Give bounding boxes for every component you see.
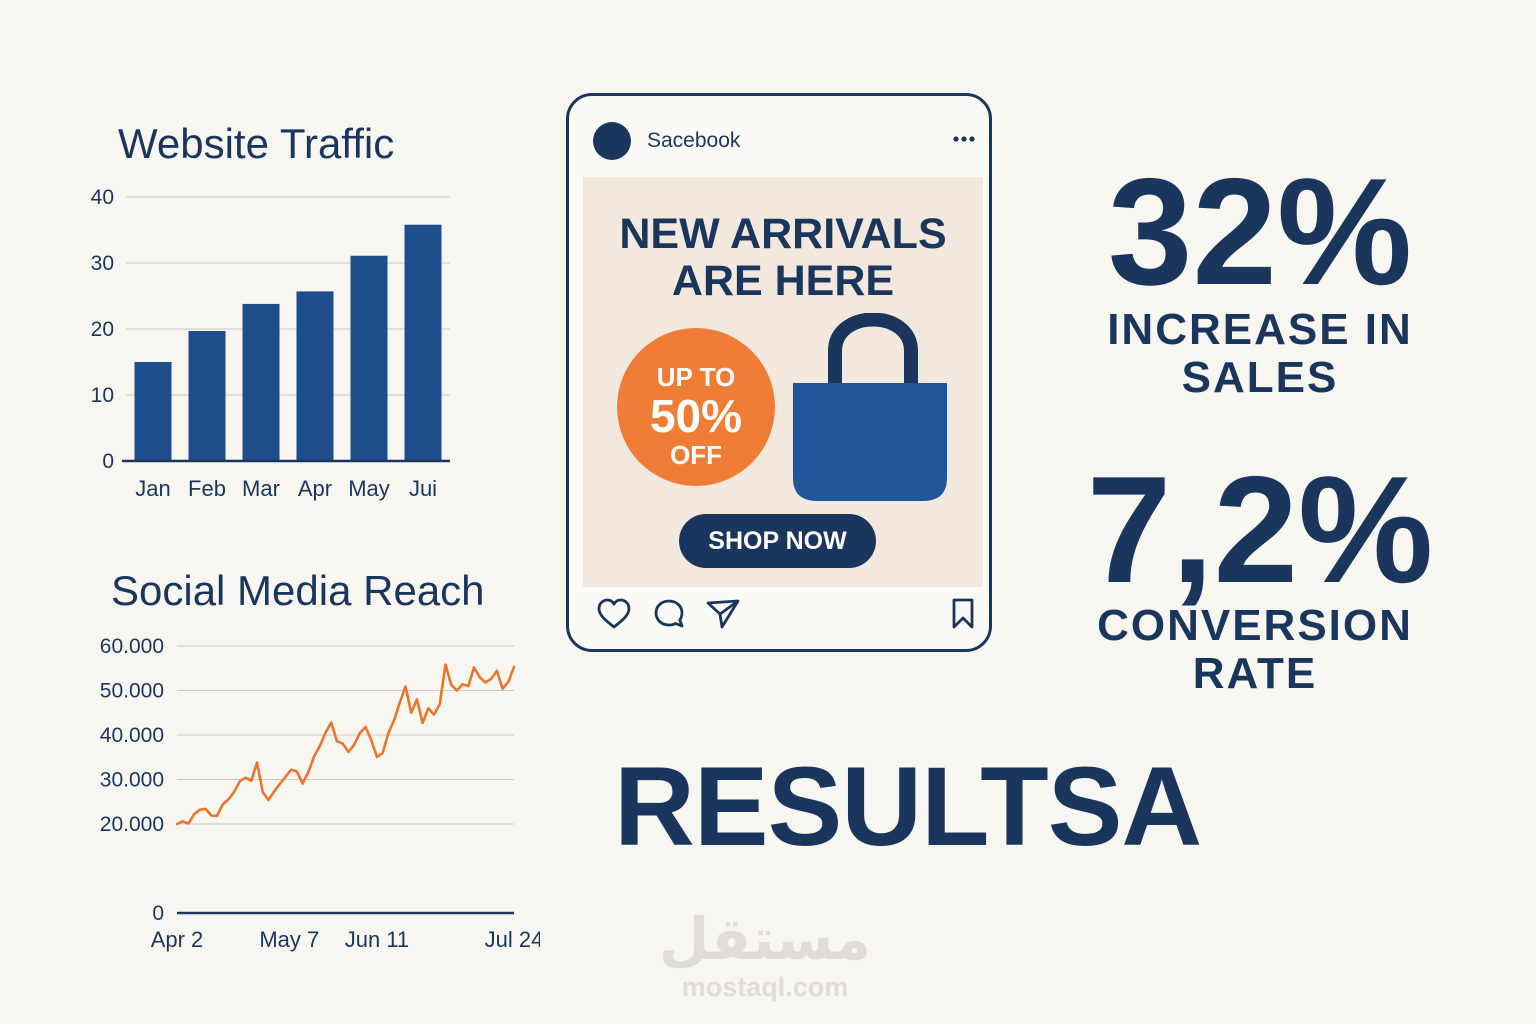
sales-increase-label: INCREASE IN SALES [1080,306,1440,402]
website-traffic-title: Website Traffic [118,120,395,167]
conversion-rate-value: 7,2% [1086,445,1434,615]
line-y-tick-label: 30.000 [100,769,164,792]
bar-jui [404,224,442,461]
bar-y-tick-label: 10 [91,384,114,407]
line-y-tick-label: 50.000 [100,680,164,703]
discount-percent: 50% [649,390,743,442]
bar-apr [296,291,334,461]
bar-x-tick-label: Jui [409,476,437,501]
bar-mar [242,303,280,461]
tote-bag-icon [793,313,947,501]
bar-jan [134,362,172,461]
discount-badge: UP TO 50% OFF [617,328,775,486]
social-media-reach-line-chart: 0 20.000 30.000 40.000 50.000 60.000 Apr 2 May … [100,635,540,952]
social-post-card: Sacebook NEW ARRIVALS ARE HERE UP TO 50%… [566,93,992,652]
line-y-tick-label: 0 [152,902,164,925]
line-x-tick-label: Jun 11 [345,927,409,952]
bookmark-icon[interactable] [945,596,981,632]
discount-line3: OFF [670,440,722,470]
website-traffic-bar-chart: 0 10 20 30 40 Jan Feb Mar Apr May Jui [91,186,450,501]
bar-x-tick-label: May [348,476,390,501]
bar-y-tick-label: 40 [91,186,114,209]
watermark-arabic: مستقل [658,907,872,972]
social-media-reach-title: Social Media Reach [111,567,485,614]
ad-creative[interactable]: NEW ARRIVALS ARE HERE UP TO 50% OFF SHOP… [583,177,983,587]
bar-y-tick-label: 30 [91,252,114,275]
reach-series-line [175,663,516,826]
line-y-tick-label: 60.000 [100,635,164,658]
heart-icon[interactable] [596,596,632,632]
profile-avatar[interactable] [593,122,631,160]
bar-x-tick-label: Feb [188,476,226,501]
bar-feb [188,330,226,461]
conversion-rate-label-line1: CONVERSION [1097,601,1413,650]
line-y-tick-label: 20.000 [100,813,164,836]
results-title: RESULTSA [614,744,1202,869]
account-name[interactable]: Sacebook [647,129,741,152]
more-options-icon[interactable] [951,126,977,152]
bar-y-tick-label: 0 [102,450,114,473]
sales-increase-value: 32% [1107,147,1413,317]
bar-x-tick-label: Apr [298,476,332,501]
line-x-tick-label: May 7 [259,927,319,952]
watermark-latin: mostaql.com [681,972,849,1002]
discount-line1: UP TO [656,362,736,392]
shop-now-button[interactable]: SHOP NOW [679,514,876,568]
comment-icon[interactable] [651,596,687,632]
sales-increase-label-line1: INCREASE IN [1107,305,1413,354]
line-x-tick-label: Jul 24 [485,927,540,952]
share-icon[interactable] [705,596,741,632]
bar-may [350,255,388,461]
sales-increase-label-line2: SALES [1181,353,1339,402]
conversion-rate-label: CONVERSION RATE [1070,602,1440,698]
conversion-rate-label-line2: RATE [1192,649,1318,698]
ad-headline-line1: NEW ARRIVALS [619,210,947,258]
line-y-tick-label: 40.000 [100,724,164,747]
ad-headline: NEW ARRIVALS ARE HERE [583,211,983,305]
bar-y-tick-label: 20 [91,318,114,341]
bar-x-tick-label: Jan [135,476,170,501]
ad-headline-line2: ARE HERE [671,257,895,305]
bar-x-tick-label: Mar [242,476,280,501]
line-x-tick-label: Apr 2 [151,927,204,952]
